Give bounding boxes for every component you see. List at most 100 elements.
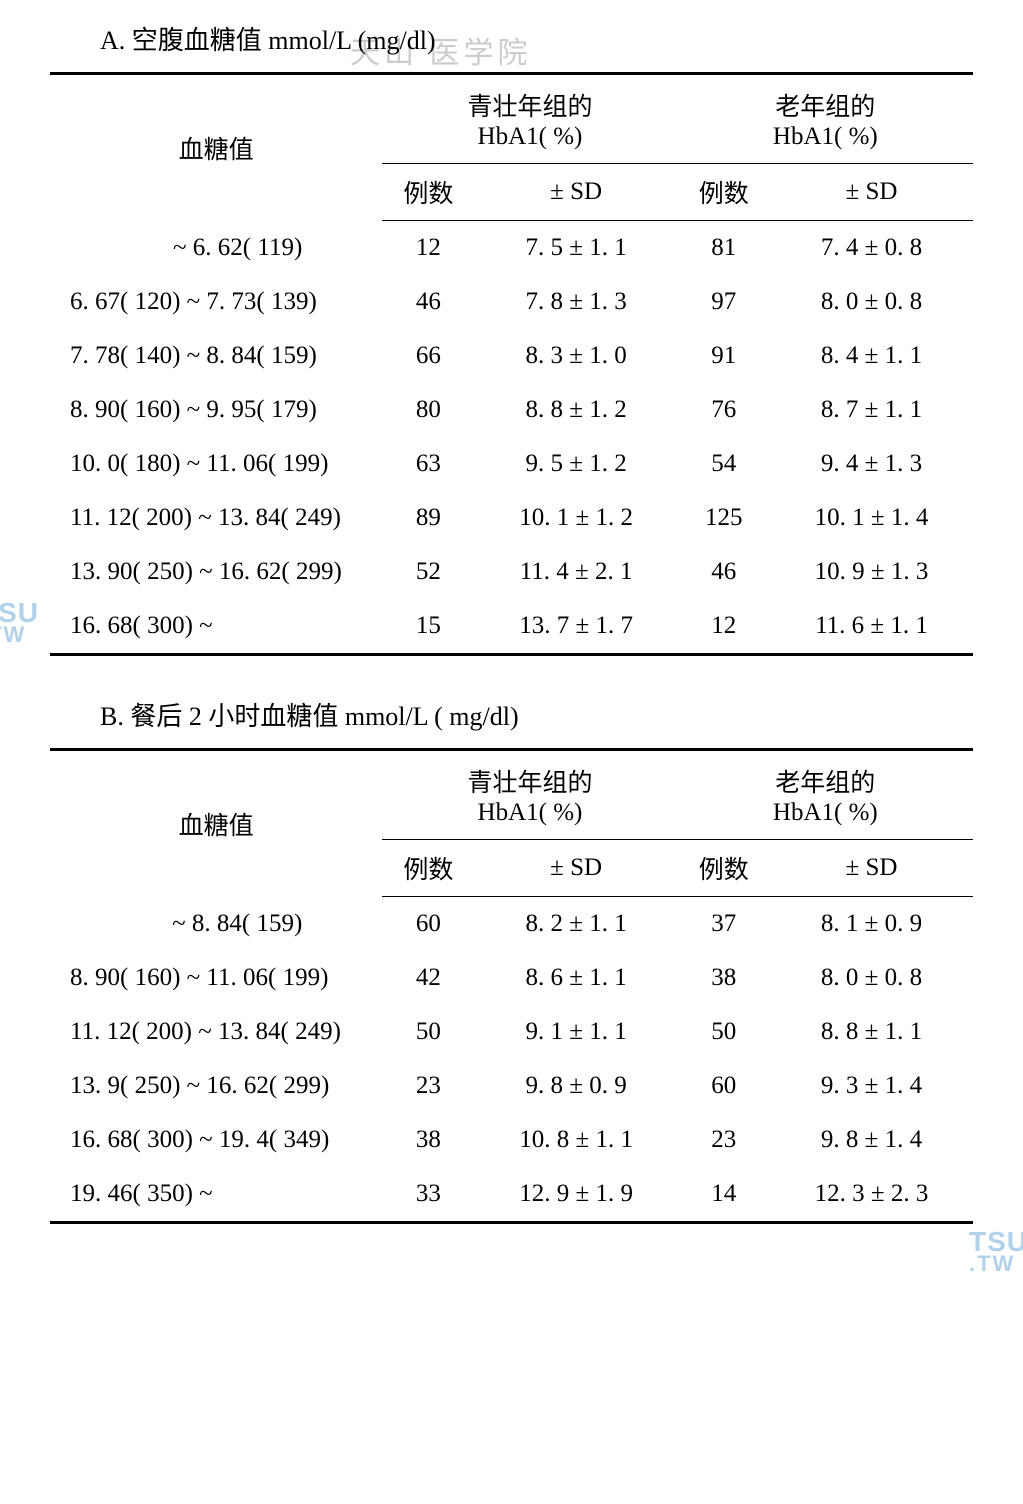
header-sub-n2: 例数 — [678, 164, 770, 221]
cell-sd2: 8. 0 ± 0. 8 — [770, 275, 973, 329]
watermark-line1: TSU — [969, 1229, 1023, 1254]
watermark-tsu-right: TSU .TW — [969, 1229, 1023, 1274]
cell-sd2: 8. 4 ± 1. 1 — [770, 329, 973, 383]
cell-range: 7. 78( 140) ~ 8. 84( 159) — [50, 329, 382, 383]
cell-sd2: 10. 9 ± 1. 3 — [770, 545, 973, 599]
cell-range: 11. 12( 200) ~ 13. 84( 249) — [50, 1005, 382, 1059]
cell-sd2: 10. 1 ± 1. 4 — [770, 491, 973, 545]
table-b: 血糖值 青壮年组的 HbA1( %) 老年组的 HbA1( %) 例数 ± SD… — [50, 748, 973, 1224]
cell-sd1: 9. 8 ± 0. 9 — [475, 1059, 678, 1113]
cell-n1: 46 — [382, 275, 474, 329]
cell-sd2: 8. 0 ± 0. 8 — [770, 951, 973, 1005]
cell-n2: 50 — [678, 1005, 770, 1059]
cell-range: 11. 12( 200) ~ 13. 84( 249) — [50, 491, 382, 545]
header-sub-n2: 例数 — [678, 840, 770, 897]
table-row: 8. 90( 160) ~ 11. 06( 199)428. 6 ± 1. 13… — [50, 951, 973, 1005]
watermark-line1: TSU — [0, 600, 39, 625]
cell-sd2: 9. 8 ± 1. 4 — [770, 1113, 973, 1167]
cell-range: ~ 6. 62( 119) — [50, 221, 382, 276]
table-a-container: 血糖值 青壮年组的 HbA1( %) 老年组的 HbA1( %) 例数 ± SD… — [50, 72, 973, 656]
table-row: 6. 67( 120) ~ 7. 73( 139)467. 8 ± 1. 397… — [50, 275, 973, 329]
table-row: 19. 46( 350) ~3312. 9 ± 1. 91412. 3 ± 2.… — [50, 1167, 973, 1223]
cell-sd1: 11. 4 ± 2. 1 — [475, 545, 678, 599]
cell-sd1: 13. 7 ± 1. 7 — [475, 599, 678, 655]
cell-n2: 91 — [678, 329, 770, 383]
header-sub-sd2: ± SD — [770, 164, 973, 221]
cell-n2: 37 — [678, 897, 770, 952]
header-group2: 老年组的 HbA1( %) — [678, 74, 973, 164]
cell-n1: 89 — [382, 491, 474, 545]
cell-sd2: 8. 1 ± 0. 9 — [770, 897, 973, 952]
header-group1: 青壮年组的 HbA1( %) — [382, 74, 677, 164]
cell-n1: 80 — [382, 383, 474, 437]
cell-range: 19. 46( 350) ~ — [50, 1167, 382, 1223]
header-sub-n1: 例数 — [382, 840, 474, 897]
cell-range: 10. 0( 180) ~ 11. 06( 199) — [50, 437, 382, 491]
header-col1: 血糖值 — [50, 74, 382, 221]
table-row: 11. 12( 200) ~ 13. 84( 249)509. 1 ± 1. 1… — [50, 1005, 973, 1059]
cell-n1: 66 — [382, 329, 474, 383]
table-row: 16. 68( 300) ~1513. 7 ± 1. 71211. 6 ± 1.… — [50, 599, 973, 655]
watermark-line2: .TW — [969, 1254, 1023, 1274]
table-row: 13. 90( 250) ~ 16. 62( 299)5211. 4 ± 2. … — [50, 545, 973, 599]
cell-sd2: 8. 7 ± 1. 1 — [770, 383, 973, 437]
table-a-title-container: 天山 医学院 A. 空腹血糖值 mmol/L (mg/dl) — [50, 20, 973, 57]
header-sub-n1: 例数 — [382, 164, 474, 221]
table-row: 16. 68( 300) ~ 19. 4( 349)3810. 8 ± 1. 1… — [50, 1113, 973, 1167]
cell-sd1: 9. 1 ± 1. 1 — [475, 1005, 678, 1059]
cell-sd1: 8. 6 ± 1. 1 — [475, 951, 678, 1005]
cell-n1: 42 — [382, 951, 474, 1005]
cell-n1: 38 — [382, 1113, 474, 1167]
header-sub-sd2: ± SD — [770, 840, 973, 897]
table-row: 7. 78( 140) ~ 8. 84( 159)668. 3 ± 1. 091… — [50, 329, 973, 383]
table-row: 11. 12( 200) ~ 13. 84( 249)89 10. 1 ± 1. … — [50, 491, 973, 545]
cell-n2: 38 — [678, 951, 770, 1005]
table-b-title: B. 餐后 2 小时血糖值 mmol/L ( mg/dl) — [100, 702, 519, 731]
cell-sd1: 8. 2 ± 1. 1 — [475, 897, 678, 952]
header-group2-l1: 老年组的 — [686, 87, 965, 123]
header-group2: 老年组的 HbA1( %) — [678, 750, 973, 840]
cell-n1: 23 — [382, 1059, 474, 1113]
cell-sd2: 8. 8 ± 1. 1 — [770, 1005, 973, 1059]
cell-sd1: 8. 3 ± 1. 0 — [475, 329, 678, 383]
cell-sd2: 11. 6 ± 1. 1 — [770, 599, 973, 655]
header-group1-l1: 青壮年组的 — [390, 87, 669, 123]
cell-sd2: 9. 3 ± 1. 4 — [770, 1059, 973, 1113]
cell-sd2: 9. 4 ± 1. 3 — [770, 437, 973, 491]
cell-n2: 125 — [678, 491, 770, 545]
cell-range: 8. 90( 160) ~ 9. 95( 179) — [50, 383, 382, 437]
cell-sd2: 12. 3 ± 2. 3 — [770, 1167, 973, 1223]
cell-range: 6. 67( 120) ~ 7. 73( 139) — [50, 275, 382, 329]
cell-n2: 60 — [678, 1059, 770, 1113]
cell-sd1: 12. 9 ± 1. 9 — [475, 1167, 678, 1223]
cell-n1: 50 — [382, 1005, 474, 1059]
table-a-title: A. 空腹血糖值 mmol/L (mg/dl) — [100, 26, 436, 55]
cell-range: 16. 68( 300) ~ — [50, 599, 382, 655]
cell-n2: 23 — [678, 1113, 770, 1167]
cell-n1: 33 — [382, 1167, 474, 1223]
cell-n2: 97 — [678, 275, 770, 329]
header-group1-l2: HbA1( %) — [390, 123, 669, 151]
table-row: ~ 6. 62( 119)127. 5 ± 1. 1817. 4 ± 0. 8 — [50, 221, 973, 276]
cell-n1: 52 — [382, 545, 474, 599]
table-row: 8. 90( 160) ~ 9. 95( 179)808. 8 ± 1. 276… — [50, 383, 973, 437]
cell-sd1: 7. 5 ± 1. 1 — [475, 221, 678, 276]
cell-n2: 54 — [678, 437, 770, 491]
header-group1-l1: 青壮年组的 — [390, 763, 669, 799]
cell-n1: 63 — [382, 437, 474, 491]
table-b-title-container: B. 餐后 2 小时血糖值 mmol/L ( mg/dl) — [50, 696, 973, 733]
cell-range: 16. 68( 300) ~ 19. 4( 349) — [50, 1113, 382, 1167]
watermark-tsu-left: TSU .TW — [0, 600, 39, 645]
cell-n2: 76 — [678, 383, 770, 437]
cell-sd1: 9. 5 ± 1. 2 — [475, 437, 678, 491]
header-sub-sd1: ± SD — [475, 840, 678, 897]
cell-sd2: 7. 4 ± 0. 8 — [770, 221, 973, 276]
header-col1: 血糖值 — [50, 750, 382, 897]
cell-n1: 15 — [382, 599, 474, 655]
watermark-line2: .TW — [0, 625, 39, 645]
header-group2-l2: HbA1( %) — [686, 123, 965, 151]
header-group2-l2: HbA1( %) — [686, 799, 965, 827]
header-sub-sd1: ± SD — [475, 164, 678, 221]
table-b-container: 血糖值 青壮年组的 HbA1( %) 老年组的 HbA1( %) 例数 ± SD… — [50, 748, 973, 1224]
cell-range: 13. 9( 250) ~ 16. 62( 299) — [50, 1059, 382, 1113]
